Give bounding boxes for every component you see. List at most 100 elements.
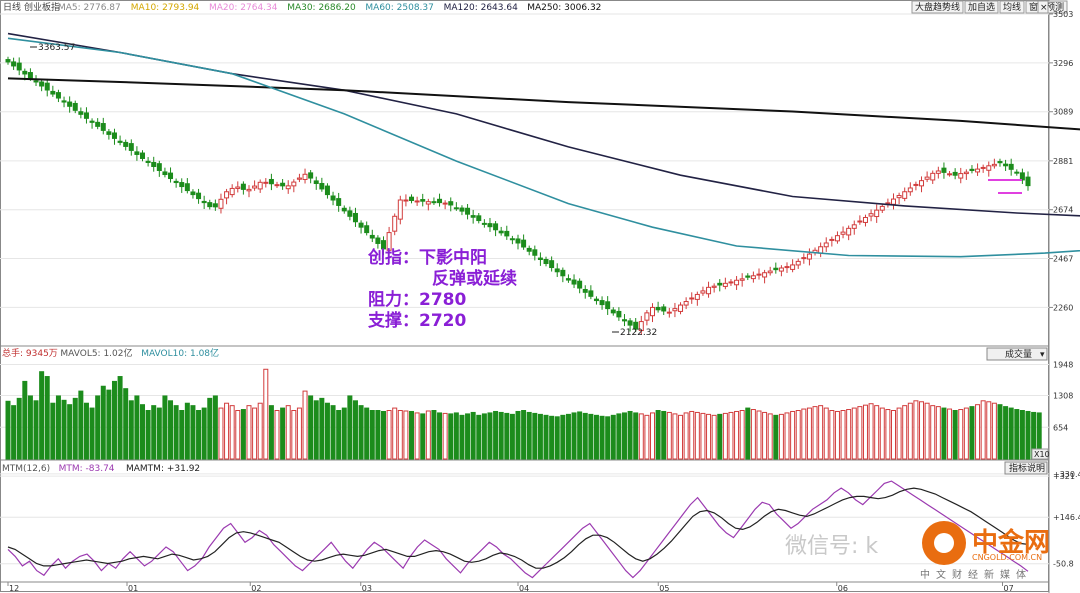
- tagline: 中文财经新媒体: [920, 570, 1032, 581]
- volume-tick-label-1: 1308: [1053, 392, 1073, 401]
- volume-label-2: MAVOL10: 1.08亿: [141, 347, 219, 359]
- volume-bar-159: [896, 407, 902, 460]
- candle-body-45: [257, 181, 263, 190]
- date-tick-label-7: 07: [1004, 584, 1014, 593]
- price-tick-label-2: 3089: [1053, 108, 1073, 117]
- candle-body-0: [5, 59, 11, 63]
- candle-body-18: [106, 131, 112, 135]
- candle-body-85: [481, 222, 487, 225]
- candle-body-101: [571, 279, 577, 285]
- candle-body-78: [442, 202, 448, 205]
- volume-bar-95: [537, 413, 543, 460]
- candle-body-37: [212, 203, 218, 208]
- ma-label-6: MA250: 3006.32: [527, 3, 601, 13]
- toolbar-button-0[interactable]: [911, 0, 964, 14]
- candle-body-149: [840, 231, 846, 235]
- volume-bar-127: [717, 413, 723, 460]
- wechat-watermark: 微信号: k: [785, 534, 879, 559]
- candlestick-series: [5, 56, 1031, 335]
- date-tick-label-6: 06: [838, 584, 848, 593]
- volume-bar-91: [515, 410, 521, 460]
- candle-body-110: [621, 319, 627, 322]
- volume-bar-181: [1019, 410, 1025, 460]
- date-tick-label-4: 04: [519, 584, 529, 593]
- indicator-help-button[interactable]: [1004, 461, 1048, 475]
- volume-bar-8: [50, 402, 56, 460]
- price-tick-label-5: 2467: [1053, 255, 1073, 264]
- price-tick-label-3: 2881: [1053, 157, 1073, 166]
- volume-bar-85: [481, 413, 487, 460]
- volume-bar-98: [554, 416, 560, 460]
- volume-bar-150: [846, 409, 852, 460]
- candle-body-108: [610, 309, 616, 314]
- candle-body-175: [986, 165, 992, 171]
- volume-bar-71: [403, 410, 409, 460]
- volume-bar-63: [358, 405, 364, 460]
- candle-body-47: [268, 178, 274, 185]
- volume-bar-37: [212, 395, 218, 460]
- candle-body-32: [184, 183, 190, 192]
- candle-body-5: [33, 80, 39, 83]
- volume-bar-46: [263, 368, 269, 460]
- candle-body-173: [975, 168, 981, 173]
- volume-bar-167: [941, 407, 947, 460]
- period-label[interactable]: 日线: [3, 1, 21, 13]
- close-button[interactable]: [1037, 0, 1049, 14]
- volume-bar-12: [72, 397, 78, 460]
- volume-bar-123: [694, 411, 700, 460]
- volume-bar-1: [11, 405, 17, 460]
- candle-body-132: [745, 275, 751, 278]
- mtm-gridlines: [0, 473, 1049, 565]
- volume-bar-86: [487, 412, 493, 460]
- candle-body-114: [644, 312, 650, 321]
- volume-bar-143: [806, 407, 812, 460]
- mtm-line-mamtm: [7, 487, 1029, 569]
- candle-body-150: [846, 227, 852, 236]
- volume-bar-75: [425, 410, 431, 460]
- candle-body-166: [935, 170, 941, 174]
- mtm-tick-label-1: +146.4: [1053, 513, 1080, 522]
- volume-bar-112: [633, 412, 639, 460]
- candle-body-65: [369, 234, 375, 239]
- volume-bar-50: [285, 405, 291, 460]
- candle-body-130: [734, 279, 740, 286]
- analysis-line-1: 创指：下影中阳: [368, 248, 487, 268]
- volume-dropdown[interactable]: [986, 347, 1048, 361]
- candle-body-105: [593, 298, 599, 302]
- candle-body-117: [661, 306, 667, 312]
- volume-bar-42: [240, 409, 246, 460]
- toolbar-button-1[interactable]: [964, 0, 999, 14]
- volume-bar-38: [218, 407, 224, 460]
- volume-bar-135: [762, 411, 768, 460]
- candle-body-7: [44, 82, 50, 91]
- volume-bar-10: [61, 399, 67, 460]
- volume-bar-66: [375, 410, 381, 460]
- volume-bar-87: [493, 410, 499, 460]
- toolbar-button-2[interactable]: [999, 0, 1025, 14]
- volume-bar-34: [196, 410, 202, 460]
- candle-body-4: [27, 72, 33, 79]
- candle-body-113: [638, 321, 644, 332]
- volume-bar-74: [420, 413, 426, 460]
- analysis-line-2: 反弹或延续: [432, 269, 517, 289]
- ma-line-ma60: [7, 37, 1080, 258]
- candle-body-156: [879, 205, 885, 211]
- ma-line-ma250: [7, 77, 1080, 131]
- candle-body-49: [280, 182, 286, 187]
- candle-body-42: [240, 183, 246, 190]
- candle-body-44: [252, 185, 258, 189]
- candle-body-52: [296, 177, 302, 180]
- candle-body-59: [336, 198, 342, 206]
- candle-body-39: [224, 191, 230, 199]
- volume-bar-57: [324, 402, 330, 460]
- volume-bar-16: [95, 395, 101, 460]
- candle-body-72: [409, 196, 415, 201]
- candle-body-74: [420, 199, 426, 202]
- candle-body-181: [1019, 172, 1025, 181]
- volume-bar-129: [728, 411, 734, 460]
- price-tick-label-6: 2260: [1053, 303, 1073, 312]
- volume-bar-23: [134, 395, 140, 460]
- price-tick-label-4: 2674: [1053, 206, 1073, 215]
- candle-body-24: [140, 152, 146, 159]
- volume-bar-53: [302, 390, 308, 460]
